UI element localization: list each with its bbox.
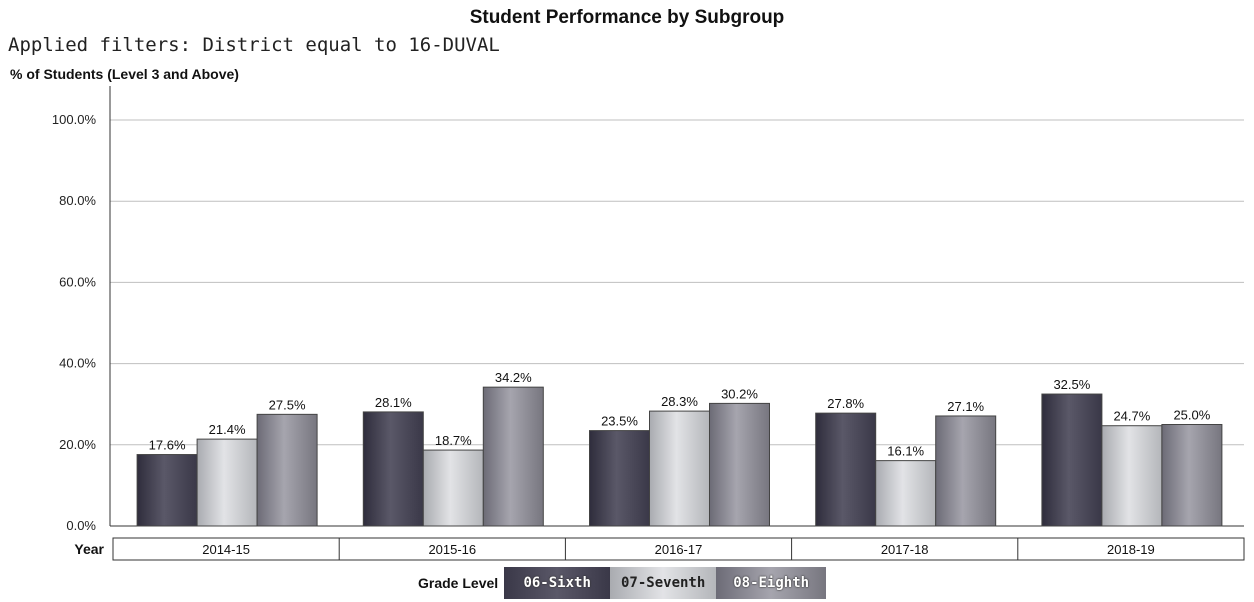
bar-07-seventh-2014-15 [196,438,258,527]
y-tick-label: 0.0% [66,518,96,533]
year-row-frame [112,537,1245,561]
bar-07-seventh-2015-16 [422,449,484,527]
legend-item-06-sixth: 06-Sixth [504,567,611,599]
data-label: 21.4% [209,422,246,437]
x-tick-label: 2016-17 [655,542,703,557]
y-tick-label: 20.0% [59,437,96,452]
x-tick-label: 2014-15 [202,542,250,557]
data-label: 18.7% [435,433,472,448]
data-label: 28.1% [375,395,412,410]
y-tick-label: 100.0% [52,112,97,127]
bar-07-seventh-2018-19 [1101,425,1163,527]
bar-08-eighth-2017-18 [935,415,997,527]
bar-08-eighth-2016-17 [709,402,770,527]
bar-08-eighth-2014-15 [256,413,318,527]
legend-title: Grade Level [418,575,499,591]
data-label: 32.5% [1053,377,1090,392]
y-axis-label: % of Students (Level 3 and Above) [10,66,239,82]
y-tick-label: 40.0% [59,356,96,371]
bar-08-eighth-2018-19 [1161,424,1223,527]
legend: Grade Level 06-Sixth 07-Seventh 08-Eight… [418,567,827,599]
x-tick-label: 2017-18 [881,542,929,557]
data-label: 30.2% [721,386,758,401]
bar-08-eighth-2015-16 [482,386,544,527]
bar-06-sixth-2016-17 [589,430,650,527]
bar-06-sixth-2015-16 [362,411,424,527]
data-label: 27.8% [827,396,864,411]
data-label: 28.3% [661,394,698,409]
data-label: 27.1% [947,399,984,414]
bar-06-sixth-2017-18 [815,412,877,527]
data-label: 25.0% [1173,408,1210,423]
bar-07-seventh-2016-17 [649,410,710,527]
legend-item-08-eighth: 08-Eighth [716,567,827,599]
data-label: 16.1% [887,444,924,459]
y-tick-label: 80.0% [59,193,96,208]
y-tick-label: 60.0% [59,274,96,289]
applied-filters-text: Applied filters: District equal to 16-DU… [8,34,500,56]
data-label: 34.2% [495,370,532,385]
data-label: 24.7% [1113,409,1150,424]
bar-07-seventh-2017-18 [875,460,937,527]
x-tick-label: 2015-16 [428,542,476,557]
x-axis-label: Year [74,541,104,557]
bar-06-sixth-2018-19 [1041,393,1103,527]
legend-item-07-seventh: 07-Seventh [610,567,717,599]
data-label: 23.5% [601,414,638,429]
data-label: 27.5% [269,397,306,412]
bar-06-sixth-2014-15 [136,454,198,527]
data-label: 17.6% [149,438,186,453]
chart-title: Student Performance by Subgroup [469,7,785,28]
x-tick-label: 2018-19 [1107,542,1155,557]
